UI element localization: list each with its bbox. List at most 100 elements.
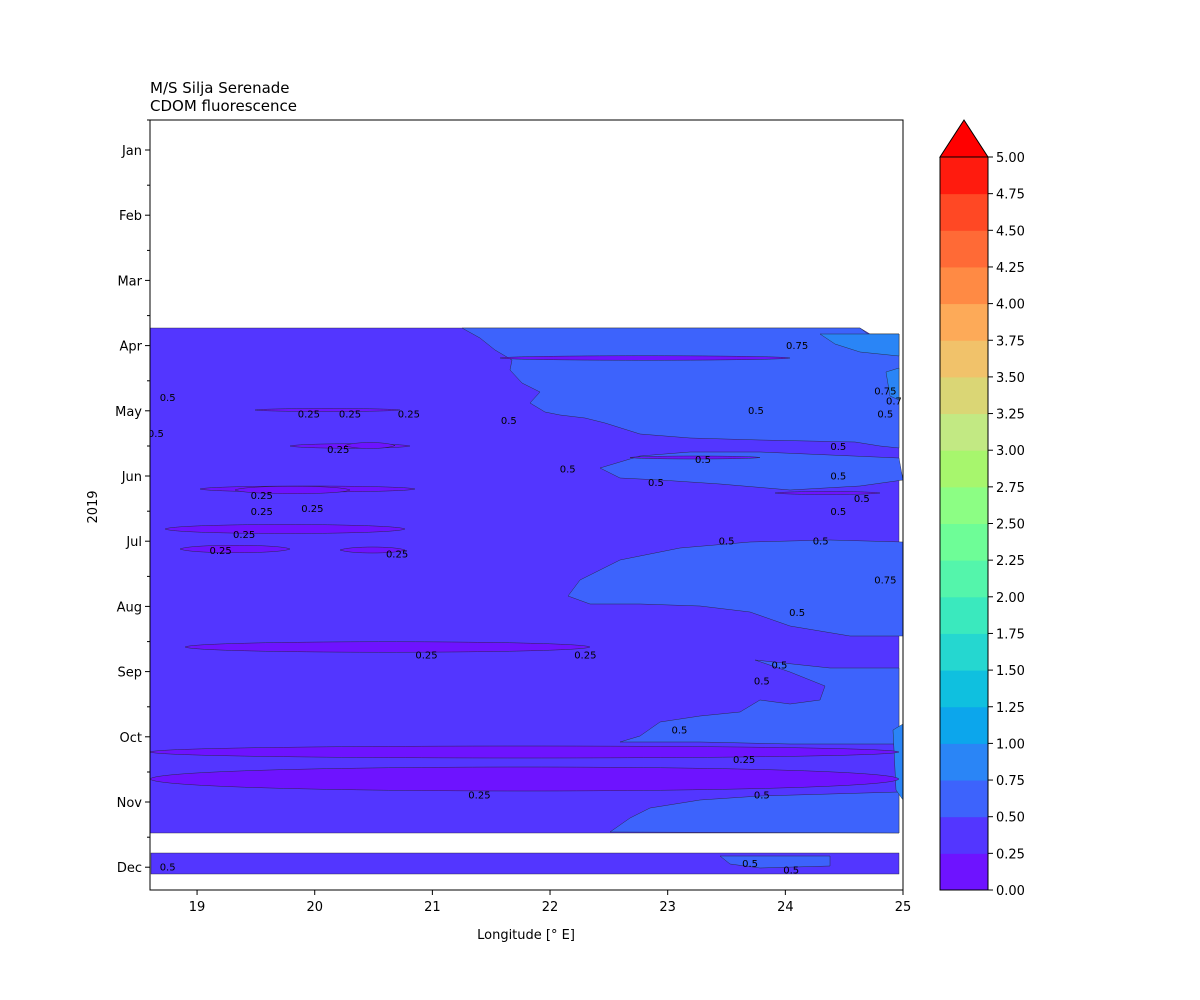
contour-label: 0.5 [560,465,576,476]
colorbar-segment [940,230,988,268]
contour-label: 0.25 [298,409,320,420]
contour-label: 0.5 [160,862,176,873]
contour-label: 0.75 [886,396,908,407]
colorbar-segment [940,340,988,378]
contour-label: 0.75 [874,387,896,398]
contour-label: 0.75 [874,576,896,587]
contour-region [164,524,406,534]
colorbar-segment [940,413,988,451]
contour-label: 0.5 [695,455,711,466]
colorbar-tick-label: 3.25 [996,408,1025,423]
x-axis: 19 20 21 22 23 24 25 [189,890,911,915]
contour-label: 0.5 [160,393,176,404]
colorbar-tick-label: 0.75 [996,774,1025,789]
contour-label: 0.5 [830,507,846,518]
chart-title: M/S Silja Serenade [150,79,290,97]
contour-region [629,455,761,460]
contour-region [254,408,401,412]
y-tick-label: Jun [121,470,142,485]
contour-label: 0.5 [772,660,788,671]
colorbar-segment [940,303,988,341]
x-tick-label: 20 [306,900,323,915]
colorbar-tick-label: 1.75 [996,627,1025,642]
y-tick-label: Dec [117,861,142,876]
colorbar-segment [940,266,988,305]
y-tick-label: Feb [119,209,142,224]
colorbar-tick-label: 4.50 [996,224,1025,239]
contour-region [234,486,351,494]
y-tick-label: Jan [121,144,142,159]
contour-label: 0.75 [786,341,808,352]
colorbar-tick-label: 3.50 [996,371,1025,386]
contour-region [619,659,900,745]
colorbar-segment [940,596,988,634]
y-tick-label: Mar [117,274,142,289]
contour-region [885,367,900,401]
contour-region [892,723,903,801]
colorbar: 0.00 0.25 0.50 0.75 1.00 1.25 1.50 1.75 2.00 2.25… [939,119,1025,899]
contour-label: 0.5 [754,791,770,802]
contour-label: 0.25 [209,546,231,557]
colorbar-segment [940,560,988,598]
colorbar-segment [940,633,988,671]
colorbar-segment [940,853,988,891]
contour-label: 0.5 [813,536,829,547]
y-tick-label: Oct [120,731,142,746]
contour-label: 0.25 [233,530,255,541]
colorbar-segment [940,780,988,818]
colorbar-tick-label: 4.00 [996,298,1025,313]
contour-label: 0.5 [830,471,846,482]
contour-region [150,745,900,759]
contour-label: 0.5 [854,494,870,505]
contour-label: 0.25 [415,651,437,662]
colorbar-segment [940,706,988,744]
contour-region [609,791,900,834]
colorbar-tick-label: 0.00 [996,884,1025,899]
contour-label: 0.5 [719,536,735,547]
contour-label: 0.5 [748,406,764,417]
y-tick-label: Jul [125,535,142,550]
colorbar-tick-label: 4.75 [996,188,1025,203]
x-tick-label: 19 [189,900,206,915]
x-tick-label: 22 [542,900,559,915]
contour-label: 0.5 [672,726,688,737]
x-tick-label: 21 [424,900,441,915]
contour-region [719,855,831,869]
colorbar-tick-label: 1.25 [996,701,1025,716]
contour-region [179,545,291,553]
contour-label: 0.5 [877,409,893,420]
contour-region [184,641,591,653]
contour-label: 0.25 [327,445,349,456]
contour-label: 0.5 [742,859,758,870]
colorbar-tick-label: 2.75 [996,481,1025,496]
contour-region [567,539,903,637]
colorbar-segment [940,486,988,524]
contour-label: 0.25 [251,507,273,518]
colorbar-tick-label: 3.75 [996,334,1025,349]
colorbar-segment [940,376,988,415]
contour-label: 0.25 [468,791,490,802]
colorbar-tick-label: 2.00 [996,591,1025,606]
x-tick-label: 23 [659,900,676,915]
y-tick-label: Apr [120,340,143,355]
contour-label: 0.5 [148,429,164,440]
colorbar-segment [940,743,988,781]
colorbar-tick-label: 4.25 [996,261,1025,276]
contour-region [774,491,881,495]
colorbar-segment [940,157,988,195]
colorbar-segment [940,816,988,854]
colorbar-segment [940,450,988,488]
colorbar-tick-label: 0.25 [996,847,1025,862]
contour-label: 0.25 [398,409,420,420]
contour-label: 0.5 [501,416,517,427]
y-tick-label: Nov [117,796,143,811]
contour-label: 0.25 [339,409,361,420]
contour-region [150,852,900,875]
contour-label: 0.25 [733,755,755,766]
y-tick-label: May [115,405,142,420]
colorbar-tick-label: 3.00 [996,444,1025,459]
contour-label: 0.25 [574,651,596,662]
colorbar-tick-label: 1.50 [996,664,1025,679]
colorbar-extend-arrow [939,119,989,158]
